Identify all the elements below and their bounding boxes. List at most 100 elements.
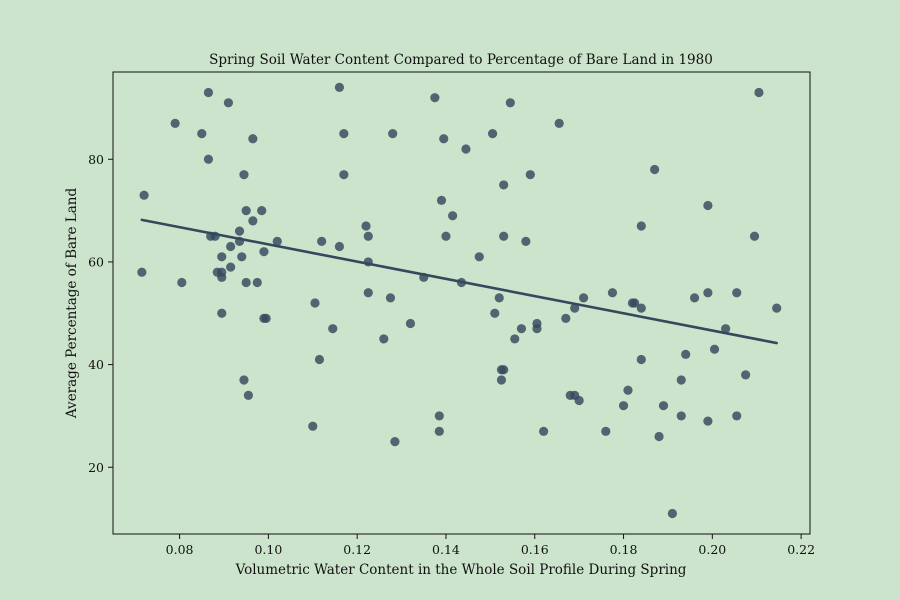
data-point [721,324,731,334]
data-point [709,344,720,354]
y-tick-label: 60 [88,254,104,269]
x-tick-label: 0.16 [521,542,549,557]
data-point [499,180,509,190]
data-point [496,375,507,385]
data-points [137,82,782,519]
data-point [658,401,669,411]
data-point [561,313,571,323]
data-point [754,87,764,98]
data-point [732,411,742,421]
x-tick-label: 0.10 [254,542,282,557]
data-point [505,98,515,108]
x-tick-label: 0.12 [343,542,371,557]
data-point [689,293,700,303]
data-point [439,134,449,144]
data-point [177,277,187,288]
data-point [525,170,535,180]
data-point [243,390,254,400]
data-point [499,365,509,375]
data-point [474,252,484,262]
data-point [334,241,345,252]
data-point [272,236,282,246]
x-tick-label: 0.14 [432,542,460,557]
data-point [239,375,249,385]
data-point [363,231,373,241]
data-point [494,293,504,303]
data-point [554,118,564,128]
data-point [623,385,633,395]
data-point [676,375,686,385]
x-tick-label: 0.22 [787,542,815,557]
data-point [363,288,373,298]
data-point [339,129,349,139]
data-point [430,93,440,103]
data-point [308,421,318,431]
chart-title: Spring Soil Water Content Compared to Pe… [209,52,713,68]
data-point [328,324,338,334]
data-point [741,370,751,380]
y-axis: 20 40 60 80 [88,152,113,475]
data-point [703,288,713,298]
data-point [461,144,471,154]
data-point [223,98,234,108]
data-point [261,313,271,323]
data-point [385,293,396,303]
data-point [361,221,371,231]
plot-frame [112,71,811,535]
data-point [334,82,345,92]
data-point [436,195,447,205]
data-point [732,288,742,298]
data-point [310,298,320,308]
data-point [203,154,214,164]
data-point [703,416,713,426]
data-point [434,411,444,421]
data-point [487,129,498,139]
data-point [654,431,664,442]
data-point [379,334,389,344]
data-point [772,303,782,313]
data-point [257,206,267,216]
data-point [226,241,236,252]
y-axis-title: Average Percentage of Bare Land [64,188,80,420]
data-point [239,170,249,180]
y-tick-label: 80 [88,152,104,167]
data-point [490,308,500,318]
data-point [676,411,686,421]
x-axis-title: Volumetric Water Content in the Whole So… [235,562,687,578]
data-point [650,164,660,175]
data-point [248,134,258,144]
data-point [681,349,691,359]
data-point [217,272,227,282]
data-point [574,395,584,406]
data-point [259,247,269,257]
data-point [448,211,458,221]
data-point [521,236,531,246]
data-point [197,129,207,139]
data-point [578,293,589,303]
data-point [241,277,251,288]
data-point [241,206,251,216]
data-point [248,216,258,226]
data-point [667,508,677,519]
data-point [703,200,713,211]
x-tick-label: 0.18 [610,542,638,557]
data-point [601,426,611,436]
data-point [226,262,236,272]
regression-line [140,218,779,345]
x-tick-label: 0.08 [166,542,194,557]
x-tick-label: 0.20 [698,542,726,557]
data-point [499,231,509,241]
data-point [510,334,520,344]
trendline-layer [140,218,779,345]
data-point [405,318,416,329]
data-point [630,298,640,308]
x-axis: 0.08 0.10 0.12 0.14 0.16 0.18 0.20 0.22 [166,534,815,557]
data-point [314,354,325,365]
data-point [388,129,398,139]
data-point [570,303,580,313]
data-point [234,226,245,236]
data-point [532,324,542,334]
data-point [618,401,629,411]
data-point [636,221,646,231]
